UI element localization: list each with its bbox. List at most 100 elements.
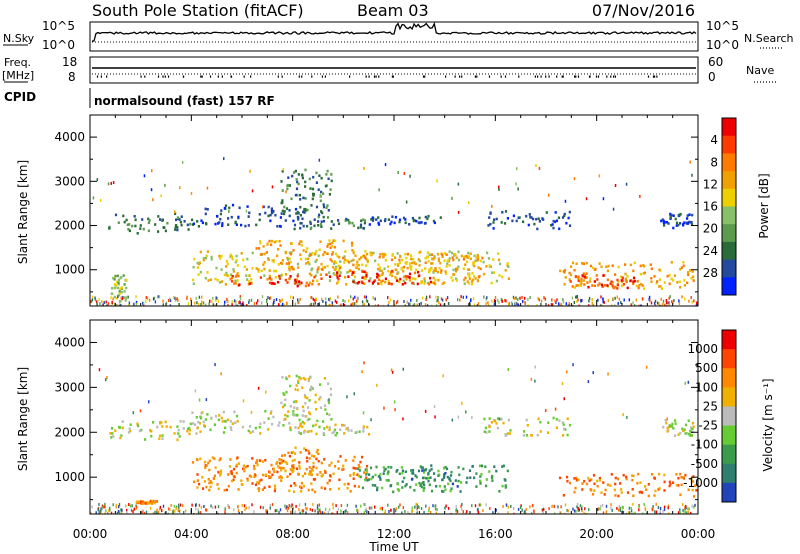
velocity-noise	[233, 508, 235, 512]
velocity-cell	[301, 414, 304, 417]
power-cell	[406, 252, 409, 256]
velocity-cell	[562, 494, 565, 497]
velocity-cell	[322, 420, 325, 423]
velocity-cell	[537, 417, 540, 421]
power-cell	[176, 226, 179, 229]
nave-spike	[368, 75, 370, 78]
power-cell	[312, 194, 315, 197]
power-cell	[116, 286, 119, 290]
power-cell	[453, 253, 456, 256]
power-noise	[559, 303, 561, 306]
velocity-noise	[627, 511, 630, 514]
power-cell	[518, 216, 521, 219]
power-cell	[489, 211, 492, 214]
power-cell	[376, 272, 379, 276]
velocity-cell	[357, 463, 360, 467]
power-noise	[628, 298, 630, 302]
velocity-sparse	[626, 415, 628, 419]
velocity-noise	[466, 510, 468, 513]
power-cell	[624, 277, 627, 281]
power-cell	[498, 274, 501, 277]
nave-spike	[162, 75, 164, 78]
velocity-cell	[203, 480, 206, 483]
velocity-cell	[443, 485, 446, 488]
power-noise	[236, 304, 239, 306]
velocity-cell	[483, 417, 486, 421]
power-cell	[398, 218, 402, 222]
power-cell	[290, 265, 294, 269]
power-noise	[365, 295, 367, 299]
velocity-cell	[466, 476, 469, 480]
velocity-cell	[165, 425, 168, 428]
power-noise	[446, 296, 449, 300]
power-cell	[666, 274, 669, 278]
power-cell	[680, 266, 683, 269]
power-cell	[378, 278, 381, 282]
velocity-noise	[366, 510, 368, 513]
velocity-cell	[278, 421, 281, 424]
velocity-cell	[299, 451, 302, 454]
power-cell	[506, 217, 509, 220]
power-cell	[383, 219, 387, 223]
power-cell	[511, 219, 514, 223]
velocity-noise	[168, 507, 170, 511]
velocity-noise	[121, 508, 123, 512]
velocity-noise	[104, 505, 106, 509]
power-cell	[216, 279, 219, 282]
velocity-noise	[411, 509, 414, 513]
power-cell	[327, 209, 330, 212]
power-noise	[342, 299, 344, 302]
velocity-noise	[529, 505, 531, 509]
power-cell	[305, 250, 308, 253]
power-cell	[390, 269, 394, 273]
power-noise	[270, 296, 272, 300]
velocity-cell	[668, 480, 671, 484]
velocity-cell	[484, 426, 487, 430]
power-cell	[588, 280, 592, 283]
power-y-tick-label: 1000	[54, 263, 85, 277]
power-cell	[418, 216, 421, 220]
power-cell	[204, 207, 207, 211]
velocity-cell	[262, 473, 265, 477]
velocity-cell	[613, 488, 616, 492]
velocity-cell	[677, 476, 680, 480]
velocity-sparse	[587, 380, 590, 384]
velocity-cell	[303, 447, 306, 450]
power-cell	[563, 283, 566, 286]
power-noise	[389, 298, 392, 302]
power-noise	[169, 304, 172, 306]
velocity-cell	[319, 471, 322, 474]
velocity-cell	[300, 486, 303, 490]
power-noise	[425, 298, 427, 301]
velocity-cell	[249, 425, 252, 428]
power-cell	[124, 299, 127, 302]
velocity-noise	[129, 504, 132, 508]
velocity-cell	[491, 474, 494, 478]
power-noise	[483, 295, 485, 299]
power-noise	[630, 303, 632, 306]
velocity-cell	[306, 396, 309, 400]
power-cell	[639, 272, 643, 276]
velocity-noise	[628, 506, 631, 510]
power-cell	[469, 257, 472, 261]
power-cell	[283, 212, 286, 216]
power-cell	[205, 254, 208, 257]
power-cell	[660, 287, 663, 290]
power-noise	[616, 295, 618, 299]
velocity-noise	[525, 512, 527, 514]
power-cell	[670, 213, 673, 217]
velocity-cell	[493, 465, 496, 468]
power-cell	[433, 221, 436, 225]
power-heatmap	[90, 157, 698, 306]
power-cell	[221, 224, 224, 228]
velocity-sparse	[361, 370, 363, 374]
power-noise	[282, 302, 284, 306]
velocity-frame	[89, 319, 699, 515]
power-noise	[145, 296, 147, 299]
power-cell	[474, 277, 477, 280]
power-noise	[617, 301, 619, 305]
velocity-cell	[423, 483, 426, 487]
power-noise	[600, 303, 602, 306]
velocity-cell	[575, 476, 578, 480]
power-noise	[314, 298, 316, 302]
